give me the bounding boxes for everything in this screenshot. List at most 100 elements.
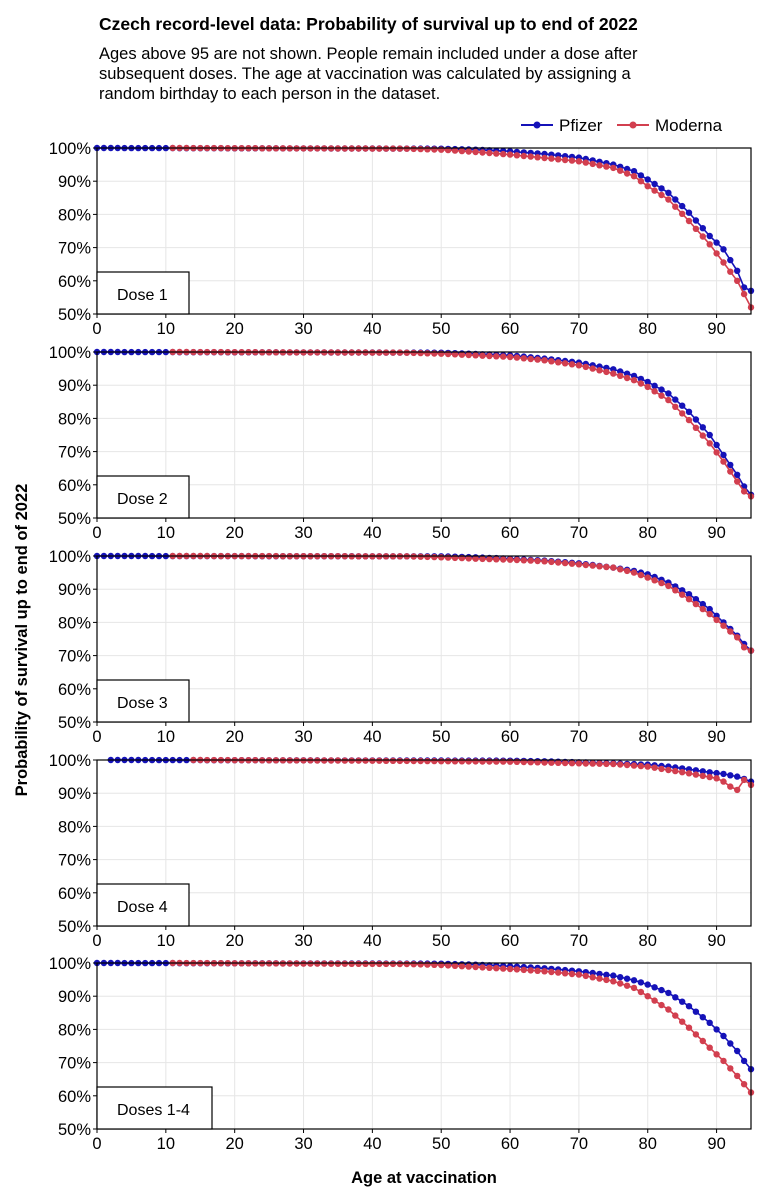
chart-subtitle-line-2: subsequent doses. The age at vaccination…	[99, 65, 632, 83]
data-point-moderna	[410, 757, 417, 765]
y-tick-label: 50%	[58, 510, 91, 528]
x-tick-label: 10	[157, 320, 175, 338]
data-point-moderna	[699, 605, 706, 613]
data-point-moderna	[610, 564, 617, 571]
data-point-moderna	[699, 1037, 706, 1045]
x-tick-label: 20	[226, 524, 244, 542]
x-tick-label: 20	[226, 320, 244, 338]
data-point-pfizer	[727, 461, 734, 469]
data-point-moderna	[500, 150, 507, 158]
data-point-moderna	[582, 561, 589, 569]
y-tick-label: 60%	[58, 477, 91, 495]
y-tick-label: 70%	[58, 648, 91, 666]
x-tick-label: 60	[501, 524, 519, 542]
y-tick-label: 80%	[58, 1021, 91, 1039]
data-point-moderna	[617, 980, 624, 987]
data-point-moderna	[548, 759, 555, 766]
x-tick-label: 60	[501, 320, 519, 338]
data-point-pfizer	[665, 989, 672, 997]
data-point-moderna	[575, 362, 583, 369]
data-point-moderna	[500, 353, 507, 360]
data-point-moderna	[403, 960, 410, 968]
data-point-moderna	[637, 762, 645, 770]
data-point-moderna	[603, 976, 610, 984]
x-tick-label: 40	[363, 728, 381, 746]
data-point-pfizer	[740, 1057, 748, 1065]
y-axis-label: Probability of survival up to end of 202…	[13, 484, 31, 797]
data-point-moderna	[451, 962, 459, 969]
data-point-moderna	[458, 758, 466, 765]
data-point-pfizer	[720, 451, 727, 459]
data-point-moderna	[438, 758, 445, 765]
data-point-moderna	[479, 555, 486, 563]
data-point-moderna	[630, 984, 638, 992]
data-point-moderna	[589, 160, 596, 168]
x-tick-label: 20	[226, 932, 244, 950]
x-tick-label: 30	[294, 320, 312, 338]
data-point-moderna	[527, 557, 534, 564]
data-point-moderna	[720, 259, 727, 266]
x-tick-label: 0	[92, 932, 101, 950]
series-line-pfizer	[97, 962, 752, 1070]
panel-frame	[96, 962, 752, 1130]
data-point-moderna	[424, 350, 431, 357]
x-tick-label: 70	[570, 320, 588, 338]
data-point-moderna	[403, 757, 410, 765]
data-point-moderna	[376, 145, 383, 152]
data-point-pfizer	[740, 284, 748, 291]
x-tick-label: 0	[92, 320, 101, 338]
data-point-pfizer	[699, 424, 706, 431]
y-tick-label: 70%	[58, 240, 91, 258]
legend-pfizer-marker	[533, 121, 541, 129]
data-point-moderna	[444, 962, 452, 969]
data-point-pfizer	[685, 209, 693, 216]
data-point-pfizer	[706, 431, 713, 439]
data-point-moderna	[520, 966, 527, 974]
data-point-moderna	[582, 159, 589, 166]
x-tick-label: 20	[226, 1135, 244, 1153]
data-point-moderna	[713, 775, 720, 782]
data-point-moderna	[623, 374, 631, 382]
data-point-moderna	[493, 150, 500, 157]
data-point-moderna	[644, 574, 651, 581]
data-point-moderna	[679, 1018, 686, 1025]
data-point-moderna	[389, 960, 397, 968]
data-point-moderna	[672, 1012, 679, 1019]
data-point-moderna	[369, 757, 376, 764]
x-tick-label: 80	[639, 524, 657, 542]
panel-5: 50% 60% 70% 80% 90% 100% 0 10 20 30 40 50 60 70 80 90 Do…	[49, 955, 755, 1153]
series-line-moderna	[172, 351, 752, 498]
data-point-moderna	[679, 769, 686, 776]
data-point-pfizer	[720, 246, 727, 253]
data-point-moderna	[734, 1072, 741, 1080]
data-point-pfizer	[720, 770, 727, 778]
y-tick-label: 70%	[58, 1055, 91, 1073]
data-point-moderna	[589, 562, 596, 569]
data-point-moderna	[706, 241, 713, 248]
chart-title: Czech record-level data: Probability of …	[99, 14, 638, 34]
data-point-moderna	[582, 363, 589, 371]
data-point-moderna	[734, 277, 741, 284]
data-point-moderna	[568, 760, 576, 767]
data-point-moderna	[617, 372, 624, 379]
data-point-moderna	[341, 960, 348, 967]
data-point-moderna	[493, 556, 500, 563]
data-point-moderna	[623, 170, 631, 177]
data-point-moderna	[665, 196, 672, 203]
data-point-pfizer	[637, 375, 645, 383]
data-point-pfizer	[596, 970, 603, 978]
x-tick-label: 40	[363, 320, 381, 338]
data-point-pfizer	[658, 986, 665, 994]
data-point-moderna	[424, 553, 431, 561]
data-point-pfizer	[720, 1032, 727, 1040]
y-tick-label: 50%	[58, 918, 91, 936]
data-point-moderna	[740, 1081, 748, 1088]
data-point-moderna	[679, 410, 686, 417]
data-point-moderna	[382, 960, 390, 968]
data-point-moderna	[637, 178, 645, 185]
data-point-pfizer	[706, 232, 713, 240]
data-point-moderna	[582, 760, 589, 767]
data-point-moderna	[548, 155, 555, 162]
data-point-moderna	[699, 432, 706, 439]
